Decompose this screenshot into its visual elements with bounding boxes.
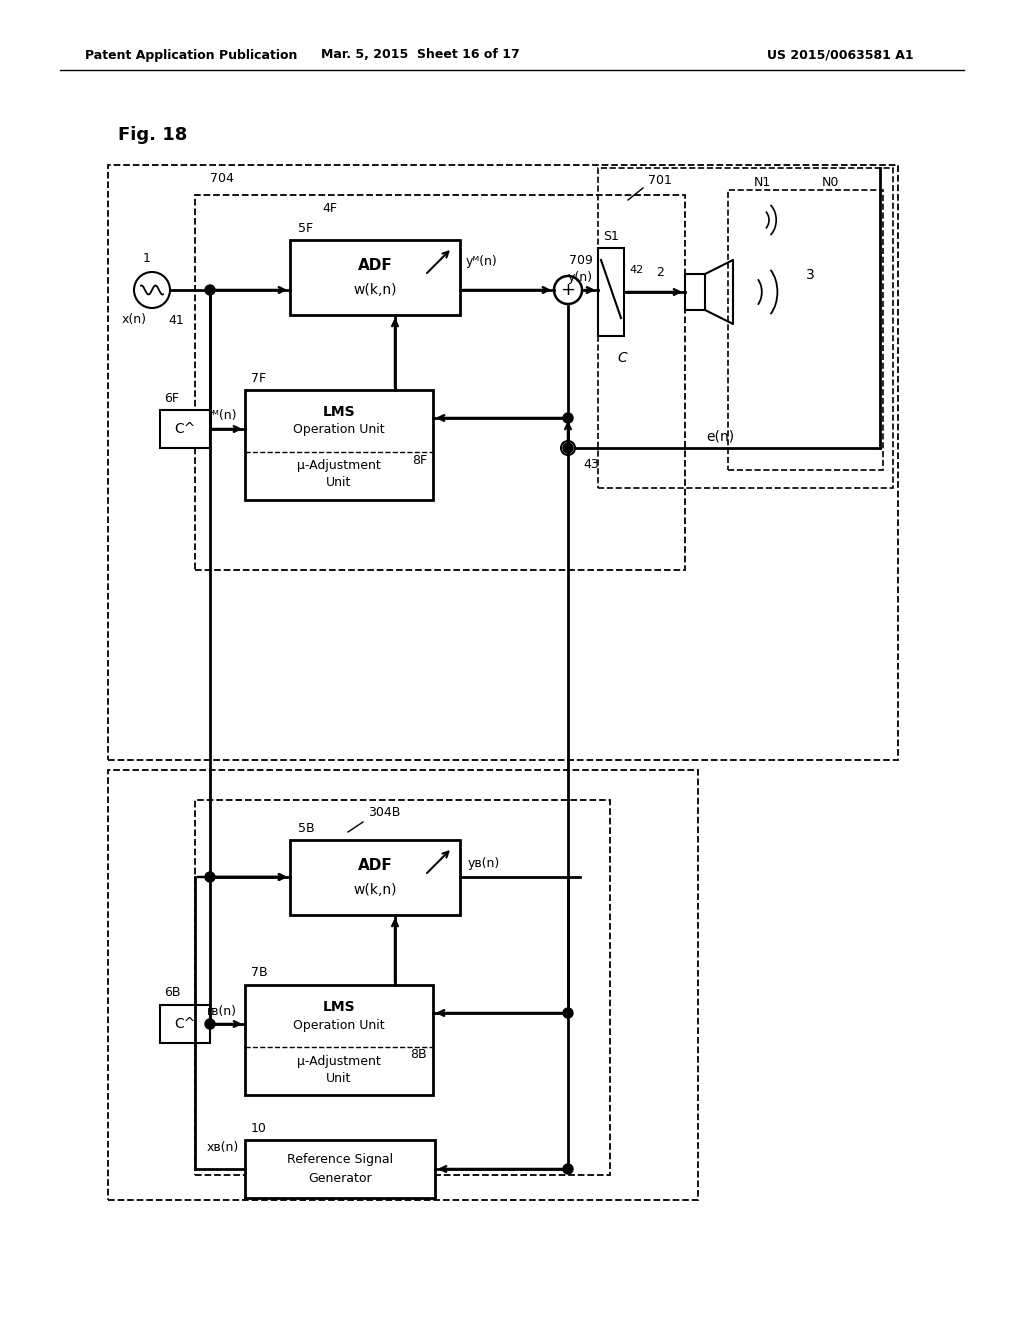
Text: 8F: 8F	[412, 454, 427, 466]
Text: 1: 1	[143, 252, 151, 264]
Text: US 2015/0063581 A1: US 2015/0063581 A1	[767, 49, 913, 62]
Bar	[245, 1140, 435, 1199]
Text: Unit: Unit	[327, 1072, 351, 1085]
Text: 8B: 8B	[411, 1048, 427, 1061]
Circle shape	[205, 873, 215, 882]
Text: N0: N0	[821, 176, 839, 189]
Text: 6F: 6F	[164, 392, 179, 404]
Text: 701: 701	[648, 173, 672, 186]
Text: μ-Adjustment: μ-Adjustment	[297, 1055, 381, 1068]
Bar	[108, 165, 898, 760]
Text: e(n): e(n)	[706, 429, 734, 444]
Text: Operation Unit: Operation Unit	[293, 424, 385, 437]
Text: S1: S1	[603, 230, 618, 243]
Circle shape	[205, 1019, 215, 1030]
Text: xʙ(n): xʙ(n)	[207, 1142, 239, 1155]
Text: 42: 42	[630, 265, 644, 275]
Bar	[598, 168, 893, 488]
Bar	[728, 190, 883, 470]
Text: Unit: Unit	[327, 477, 351, 490]
Text: LMS: LMS	[323, 1001, 355, 1014]
Bar	[290, 840, 460, 915]
Text: 2: 2	[656, 265, 664, 279]
Bar	[598, 248, 624, 337]
Text: 5F: 5F	[298, 222, 313, 235]
Text: C: C	[617, 351, 627, 366]
Text: ADF: ADF	[357, 858, 392, 874]
Text: ADF: ADF	[357, 259, 392, 273]
Text: LMS: LMS	[323, 405, 355, 418]
Text: C^: C^	[174, 422, 196, 436]
Circle shape	[205, 285, 215, 294]
Text: μ-Adjustment: μ-Adjustment	[297, 459, 381, 473]
Text: Mar. 5, 2015  Sheet 16 of 17: Mar. 5, 2015 Sheet 16 of 17	[321, 49, 519, 62]
Text: C^: C^	[174, 1016, 196, 1031]
Text: Generator: Generator	[308, 1172, 372, 1184]
Bar	[160, 1005, 210, 1043]
Text: Operation Unit: Operation Unit	[293, 1019, 385, 1031]
Text: rʙ(n): rʙ(n)	[207, 1005, 237, 1018]
Circle shape	[563, 1164, 573, 1173]
Circle shape	[563, 413, 573, 422]
Circle shape	[563, 1008, 573, 1018]
Bar	[685, 275, 705, 310]
Bar	[245, 389, 433, 500]
Text: 7B: 7B	[251, 966, 267, 979]
Text: 6B: 6B	[164, 986, 180, 999]
Bar	[108, 770, 698, 1200]
Text: w(k,n): w(k,n)	[353, 282, 396, 297]
Bar	[195, 800, 610, 1175]
Text: Fig. 18: Fig. 18	[118, 125, 187, 144]
Text: +: +	[560, 281, 575, 300]
Text: x(n): x(n)	[122, 314, 147, 326]
Text: w(k,n): w(k,n)	[353, 883, 396, 898]
Text: 7F: 7F	[251, 371, 266, 384]
Text: 41: 41	[168, 314, 183, 326]
Text: yᴹ(n): yᴹ(n)	[466, 256, 498, 268]
Text: 704: 704	[210, 172, 233, 185]
Text: yʙ(n): yʙ(n)	[468, 858, 501, 870]
Text: 43: 43	[583, 458, 599, 470]
Text: Patent Application Publication: Patent Application Publication	[85, 49, 297, 62]
Text: 5B: 5B	[298, 821, 314, 834]
Bar	[195, 195, 685, 570]
Bar	[160, 411, 210, 447]
Text: 10: 10	[251, 1122, 267, 1134]
Bar	[290, 240, 460, 315]
Circle shape	[563, 444, 573, 453]
Text: 709: 709	[569, 255, 593, 268]
Text: N1: N1	[754, 176, 771, 189]
Text: 4F: 4F	[323, 202, 338, 214]
Bar	[245, 985, 433, 1096]
Text: 3: 3	[806, 268, 814, 282]
Text: rᴹ(n): rᴹ(n)	[208, 409, 237, 422]
Text: Reference Signal: Reference Signal	[287, 1154, 393, 1167]
Text: y(n): y(n)	[568, 272, 593, 285]
Text: 304B: 304B	[368, 807, 400, 820]
